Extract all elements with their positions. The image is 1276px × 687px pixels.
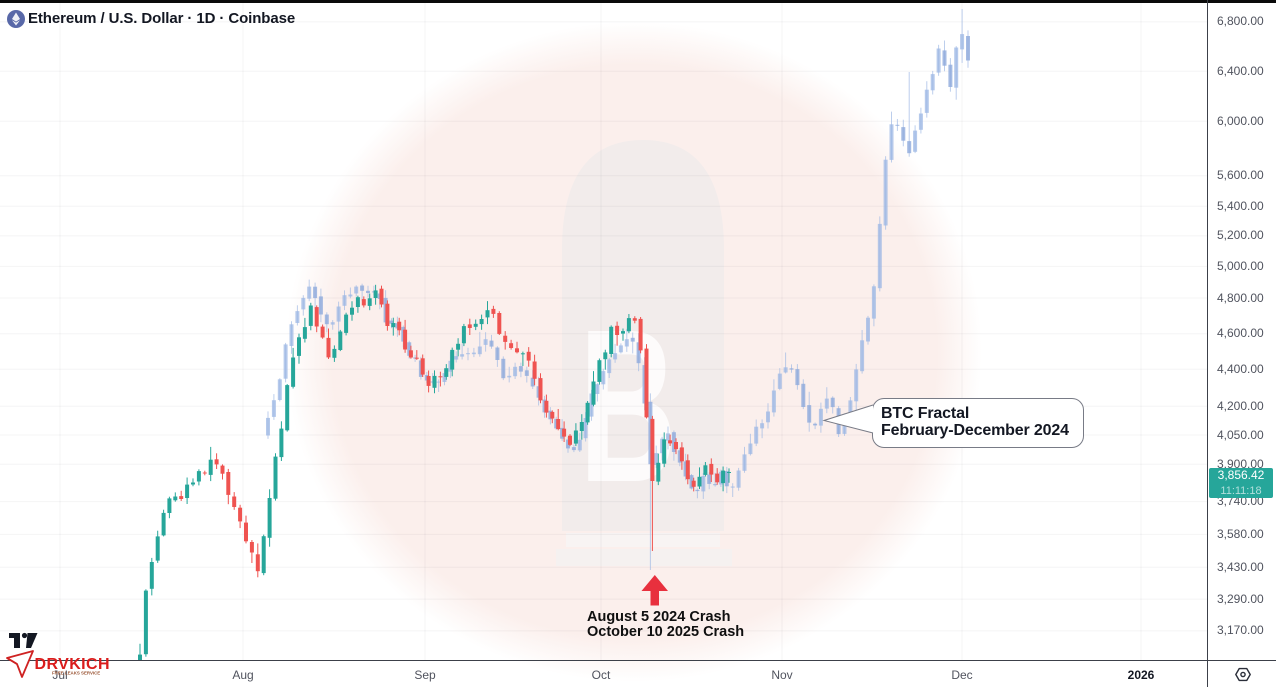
svg-text:FREE LEAKS SERVICE: FREE LEAKS SERVICE xyxy=(52,671,100,676)
svg-text:DRVKICH: DRVKICH xyxy=(35,656,110,673)
